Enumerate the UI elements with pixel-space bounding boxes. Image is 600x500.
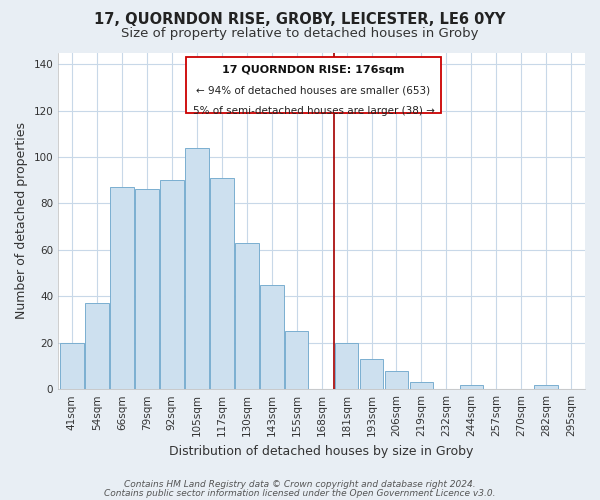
Bar [460,384,483,389]
Bar [110,187,134,389]
X-axis label: Distribution of detached houses by size in Groby: Distribution of detached houses by size … [169,444,474,458]
Bar [210,178,233,389]
Bar [185,148,209,389]
Text: 17 QUORNDON RISE: 176sqm: 17 QUORNDON RISE: 176sqm [222,66,405,76]
Bar [60,342,84,389]
Bar [135,190,158,389]
Bar [385,370,409,389]
Bar [260,284,284,389]
Text: Contains HM Land Registry data © Crown copyright and database right 2024.: Contains HM Land Registry data © Crown c… [124,480,476,489]
Text: 5% of semi-detached houses are larger (38) →: 5% of semi-detached houses are larger (3… [193,106,434,116]
Bar [85,304,109,389]
Text: 17, QUORNDON RISE, GROBY, LEICESTER, LE6 0YY: 17, QUORNDON RISE, GROBY, LEICESTER, LE6… [94,12,506,28]
Bar [235,243,259,389]
Text: Contains public sector information licensed under the Open Government Licence v3: Contains public sector information licen… [104,488,496,498]
Bar [410,382,433,389]
Bar [359,359,383,389]
Bar [335,342,358,389]
Bar [285,331,308,389]
Bar [160,180,184,389]
FancyBboxPatch shape [185,57,442,113]
Y-axis label: Number of detached properties: Number of detached properties [15,122,28,320]
Bar [535,384,558,389]
Text: Size of property relative to detached houses in Groby: Size of property relative to detached ho… [121,28,479,40]
Text: ← 94% of detached houses are smaller (653): ← 94% of detached houses are smaller (65… [196,85,431,95]
